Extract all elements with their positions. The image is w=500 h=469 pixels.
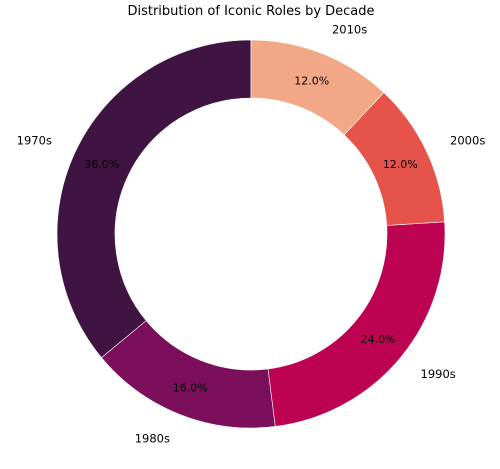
pct-label-2000s: 12.0% xyxy=(383,158,418,171)
pct-label-2010s: 12.0% xyxy=(294,75,329,88)
category-label-1980s: 1980s xyxy=(135,432,170,446)
category-label-1990s: 1990s xyxy=(421,367,456,381)
slice-1980s xyxy=(101,320,276,429)
slice-1970s xyxy=(56,39,252,359)
category-label-1970s: 1970s xyxy=(17,133,52,147)
slice-1990s xyxy=(267,221,446,427)
pct-label-1970s: 36.0% xyxy=(84,158,119,171)
category-label-2010s: 2010s xyxy=(332,22,367,36)
slices-layer xyxy=(56,39,446,429)
pct-label-1990s: 24.0% xyxy=(361,333,396,346)
category-label-2000s: 2000s xyxy=(450,133,485,147)
pct-label-1980s: 16.0% xyxy=(173,381,208,394)
labels-layer: 36.0% 1970s 16.0% 1980s 24.0% 1990s 12.0% 2000s… xyxy=(17,22,486,445)
slice-2010s xyxy=(250,39,385,136)
chart-title: Distribution of Iconic Roles by Decade xyxy=(127,4,374,19)
